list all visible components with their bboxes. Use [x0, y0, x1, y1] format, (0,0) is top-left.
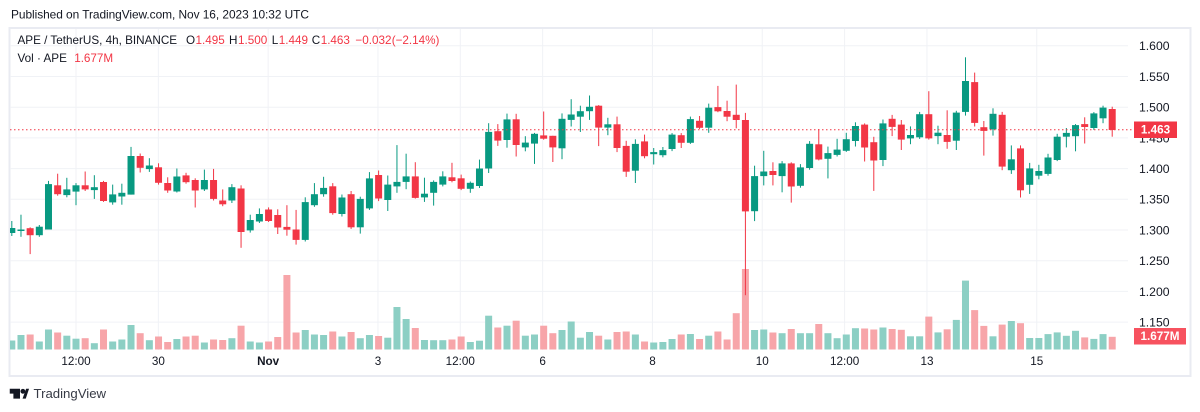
svg-text:1.200: 1.200 [1139, 285, 1170, 299]
svg-text:−0.032: −0.032 [355, 34, 391, 47]
svg-text:Published on TradingView.com,: Published on TradingView.com, Nov 16, 20… [11, 7, 309, 21]
svg-text:1.463: 1.463 [1141, 124, 1171, 137]
svg-text:C: C [312, 34, 320, 47]
svg-text:12:00: 12:00 [61, 355, 91, 368]
svg-text:H: H [229, 34, 237, 47]
svg-text:1.250: 1.250 [1139, 254, 1170, 268]
svg-text:Nov: Nov [257, 355, 280, 368]
svg-text:10: 10 [756, 355, 770, 368]
svg-text:1.677M: 1.677M [74, 52, 113, 65]
svg-text:(−2.14%): (−2.14%) [392, 34, 440, 47]
svg-text:12:00: 12:00 [446, 355, 476, 368]
svg-text:APE / TetherUS, 4h, BINANCE: APE / TetherUS, 4h, BINANCE [18, 34, 178, 47]
svg-text:L: L [272, 34, 279, 47]
svg-text:1.500: 1.500 [238, 34, 268, 47]
svg-text:O: O [186, 34, 195, 47]
svg-text:1.550: 1.550 [1139, 70, 1170, 84]
svg-text:6: 6 [539, 355, 546, 368]
svg-text:1.600: 1.600 [1139, 39, 1170, 53]
svg-text:1.400: 1.400 [1139, 162, 1170, 176]
svg-text:1.677M: 1.677M [1141, 330, 1180, 343]
svg-text:Vol · APE: Vol · APE [18, 52, 68, 65]
svg-text:3: 3 [375, 355, 382, 368]
svg-text:8: 8 [649, 355, 656, 368]
svg-text:1.495: 1.495 [196, 34, 226, 47]
svg-text:1.463: 1.463 [321, 34, 350, 47]
svg-text:15: 15 [1030, 355, 1044, 368]
svg-text:1.449: 1.449 [279, 34, 308, 47]
svg-text:30: 30 [152, 355, 166, 368]
svg-text:13: 13 [920, 355, 933, 368]
svg-text:12:00: 12:00 [830, 355, 860, 368]
svg-text:1.350: 1.350 [1139, 193, 1170, 207]
svg-text:1.500: 1.500 [1139, 101, 1170, 115]
svg-text:1.300: 1.300 [1139, 223, 1170, 237]
svg-text:1.150: 1.150 [1139, 316, 1170, 330]
svg-text:TradingView: TradingView [34, 386, 107, 401]
